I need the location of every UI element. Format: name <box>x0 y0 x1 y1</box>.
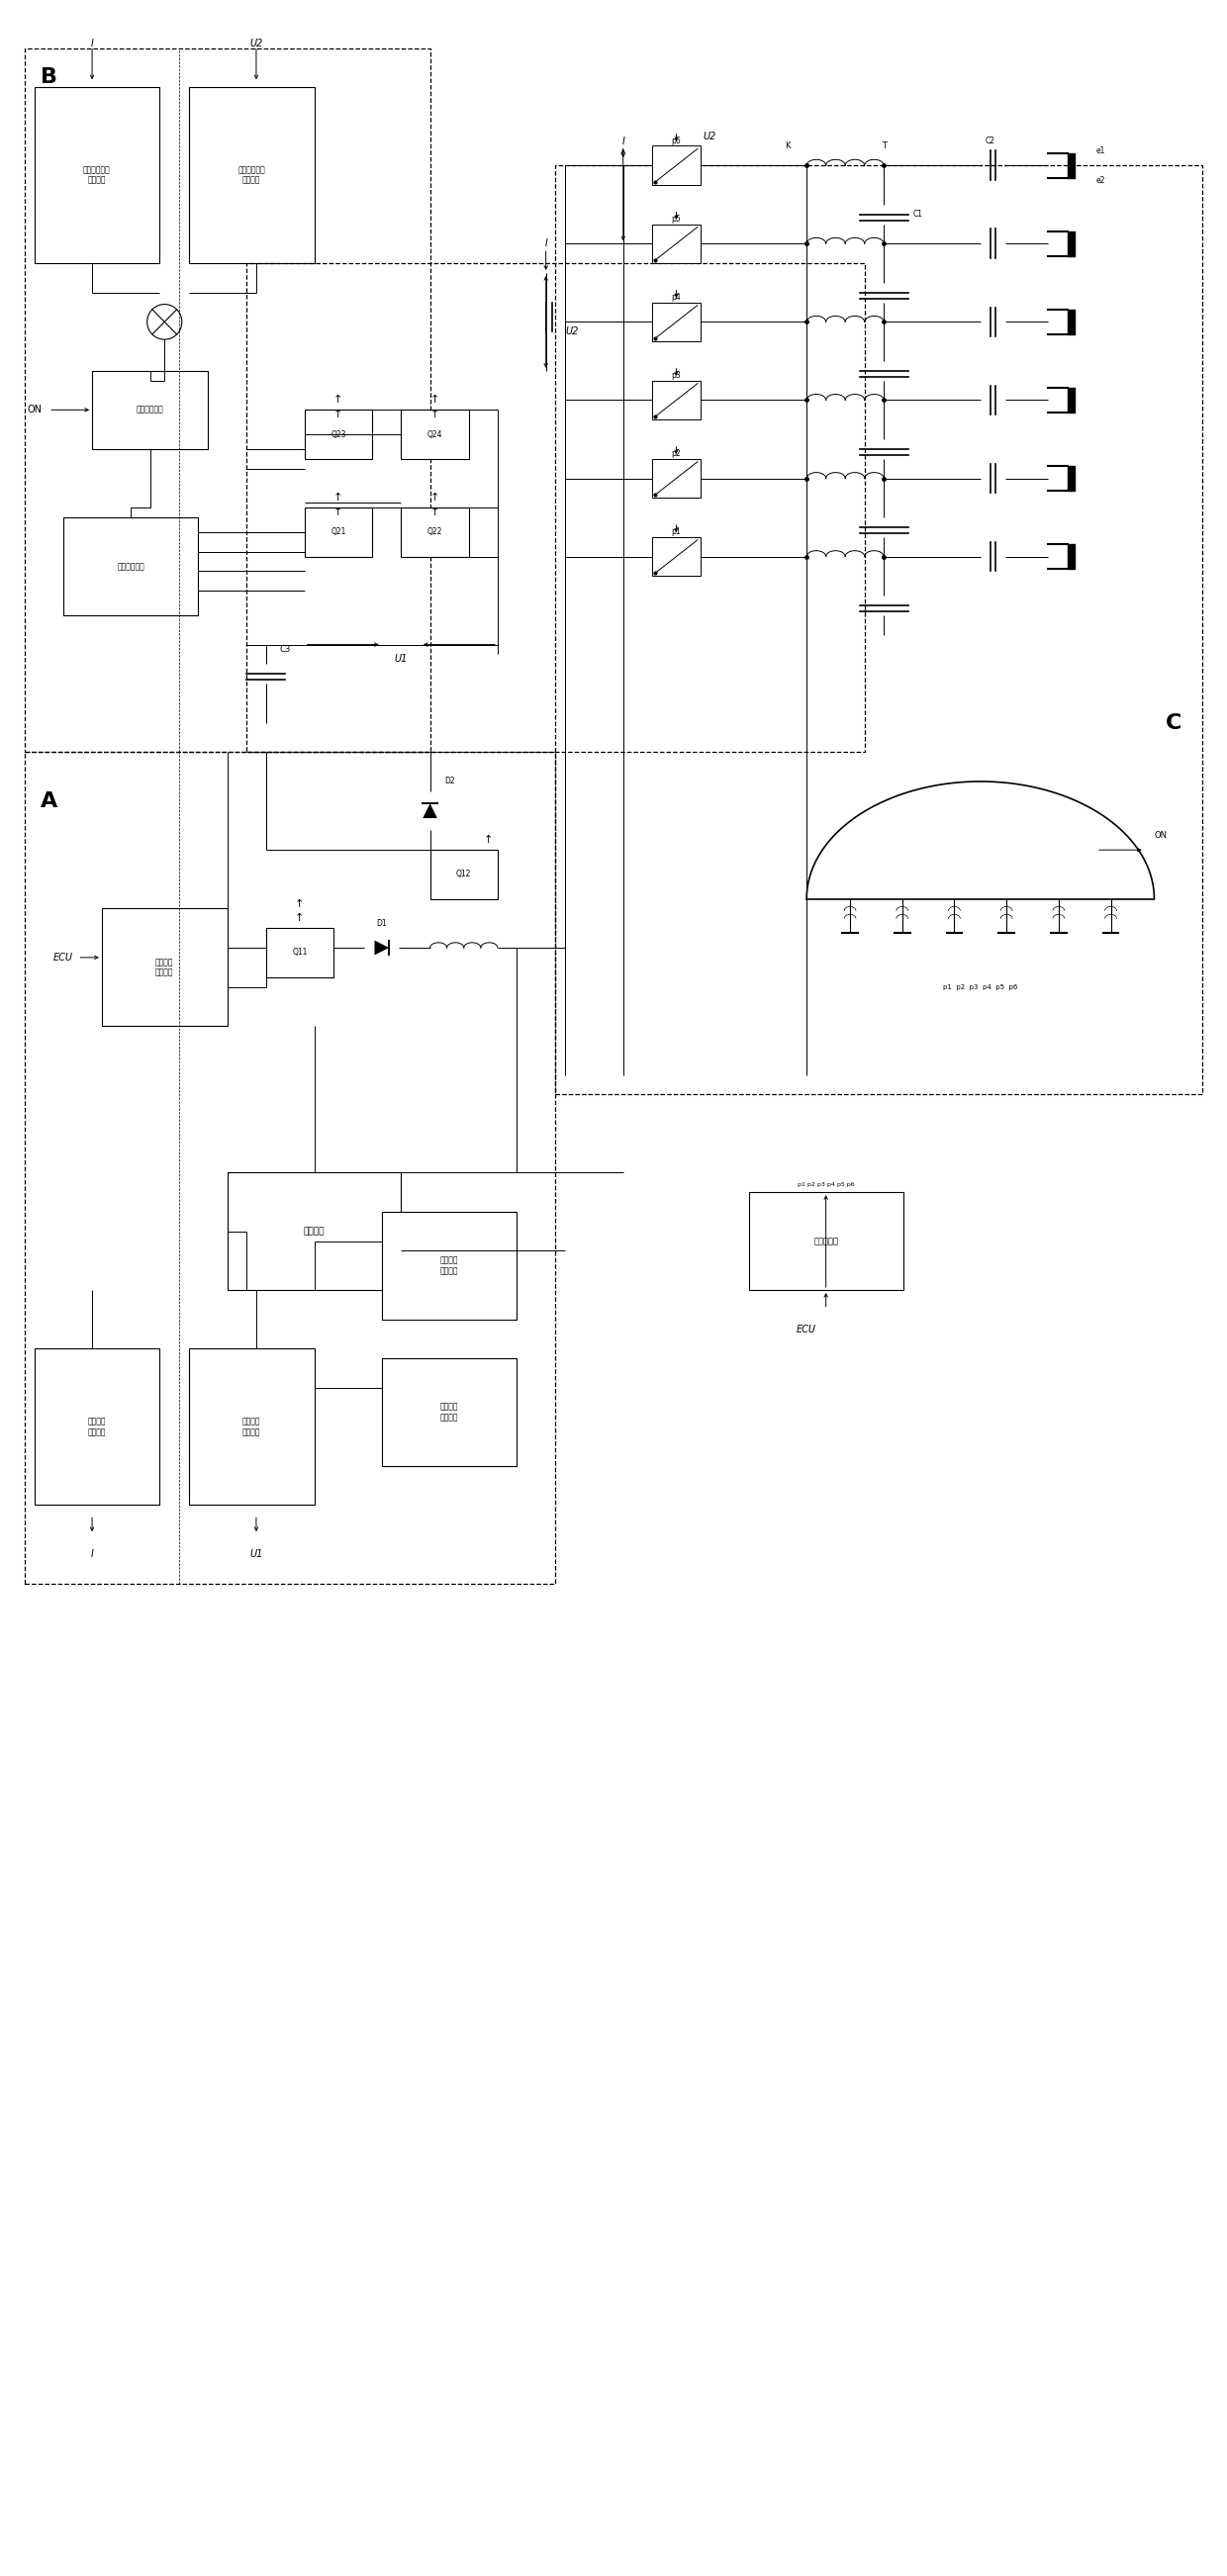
Text: ↑: ↑ <box>334 410 344 420</box>
Text: ↑: ↑ <box>431 394 439 404</box>
Text: 高速锁频单元: 高速锁频单元 <box>136 404 163 415</box>
Bar <box>556 165 1202 1095</box>
Text: ↑: ↑ <box>483 835 492 845</box>
Text: ↑: ↑ <box>294 914 304 922</box>
Text: p3: p3 <box>671 371 681 381</box>
Text: I: I <box>545 240 547 250</box>
Text: U1: U1 <box>249 1548 263 1558</box>
Text: T: T <box>881 142 886 149</box>
Text: U1: U1 <box>394 654 407 665</box>
Text: C2: C2 <box>985 137 995 144</box>
Text: ↑: ↑ <box>431 507 439 518</box>
Text: p1  p2  p3  p4  p5  p6: p1 p2 p3 p4 p5 p6 <box>944 984 1017 989</box>
Text: Q12: Q12 <box>456 871 471 878</box>
Text: Q21: Q21 <box>331 528 346 536</box>
Bar <box>401 507 469 556</box>
Bar <box>247 263 865 752</box>
Text: I: I <box>91 39 93 49</box>
Text: e2: e2 <box>1096 175 1106 185</box>
Text: ON: ON <box>27 404 42 415</box>
Text: ↑: ↑ <box>334 394 344 404</box>
Bar <box>34 1350 160 1504</box>
Bar <box>92 371 207 448</box>
Text: p1: p1 <box>671 528 681 536</box>
Text: 高压放电
放大单元: 高压放电 放大单元 <box>440 1401 459 1422</box>
Text: ECU: ECU <box>53 953 74 963</box>
Text: 电流过零脉冲
检测单元: 电流过零脉冲 检测单元 <box>238 165 265 185</box>
Bar <box>189 88 314 263</box>
Text: I: I <box>622 137 625 147</box>
Bar <box>189 1350 314 1504</box>
Text: C: C <box>1166 714 1182 732</box>
Text: p1 p2 p3 p4 p5 p6: p1 p2 p3 p4 p5 p6 <box>798 1182 854 1188</box>
Text: U2: U2 <box>249 39 263 49</box>
Text: 单频控制器: 单频控制器 <box>814 1236 838 1247</box>
Text: U2: U2 <box>703 131 717 142</box>
Bar <box>652 381 701 420</box>
Text: ↑: ↑ <box>431 410 439 420</box>
Bar <box>304 507 372 556</box>
Text: 逆变驱动单元: 逆变驱动单元 <box>117 562 145 572</box>
Text: Q23: Q23 <box>330 430 346 438</box>
Bar <box>429 850 498 899</box>
Text: A: A <box>40 791 58 811</box>
Text: 单路电压
探测单元: 单路电压 探测单元 <box>242 1417 260 1437</box>
Text: 直流电池: 直流电池 <box>303 1226 325 1236</box>
Bar <box>25 752 556 1584</box>
Bar <box>304 410 372 459</box>
Text: ↑: ↑ <box>334 507 344 518</box>
Text: 电压过零脉冲
检测单元: 电压过零脉冲 检测单元 <box>83 165 110 185</box>
Text: C1: C1 <box>913 209 923 219</box>
Text: I: I <box>91 1548 93 1558</box>
Bar <box>748 1193 903 1291</box>
Bar <box>25 49 429 752</box>
Text: p6: p6 <box>671 137 681 144</box>
Text: K: K <box>784 142 790 149</box>
Text: ↑: ↑ <box>294 899 304 909</box>
Bar <box>102 909 227 1025</box>
Text: ↑: ↑ <box>334 492 344 502</box>
Text: Q24: Q24 <box>427 430 443 438</box>
Text: 单路流量
探测单元: 单路流量 探测单元 <box>88 1417 106 1437</box>
Text: B: B <box>40 67 56 88</box>
Text: Q22: Q22 <box>427 528 443 536</box>
Text: e1: e1 <box>1096 147 1106 155</box>
Bar <box>382 1358 517 1466</box>
Text: 第一脉冲
发生单元: 第一脉冲 发生单元 <box>156 958 174 976</box>
Bar <box>34 88 160 263</box>
Bar <box>652 459 701 497</box>
Text: ECU: ECU <box>796 1324 816 1334</box>
Bar <box>266 927 334 976</box>
Bar <box>401 410 469 459</box>
Bar <box>382 1211 517 1319</box>
Text: ON: ON <box>1155 832 1167 840</box>
Polygon shape <box>374 940 389 956</box>
Text: C3: C3 <box>280 644 291 654</box>
Bar <box>652 536 701 577</box>
Text: Q11: Q11 <box>292 948 307 958</box>
Text: ↑: ↑ <box>431 492 439 502</box>
Text: p4: p4 <box>671 294 681 301</box>
Text: 高压放电
放大单元: 高压放电 放大单元 <box>440 1257 459 1275</box>
Text: D2: D2 <box>444 778 455 786</box>
Bar <box>652 147 701 185</box>
Bar <box>227 1172 401 1291</box>
Text: D1: D1 <box>377 920 387 927</box>
Bar <box>652 224 701 263</box>
Text: p2: p2 <box>671 448 681 459</box>
Polygon shape <box>423 804 437 819</box>
Text: U2: U2 <box>566 327 578 337</box>
Text: p5: p5 <box>671 214 681 224</box>
Bar <box>63 518 199 616</box>
Bar <box>652 301 701 343</box>
